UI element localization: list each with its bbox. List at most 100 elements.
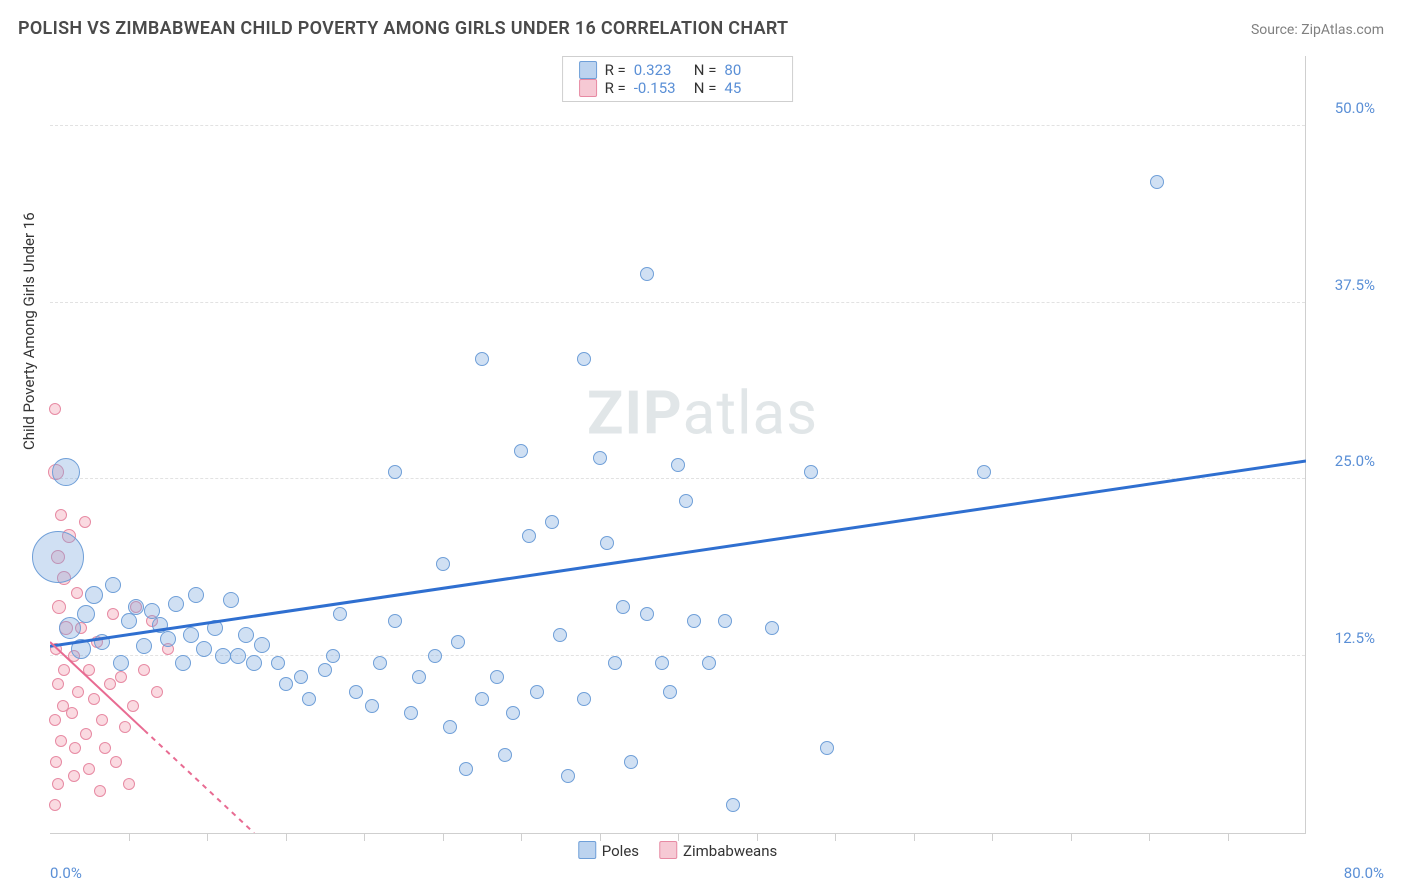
stats-row-zimbabweans: R =-0.153 N =45 [579,79,777,97]
data-point-zimbabweans [99,742,111,754]
stats-row-poles: R =0.323 N =80 [579,61,777,79]
y-tick-label: 50.0% [1315,99,1375,117]
data-point-poles [279,677,293,691]
data-point-zimbabweans [68,770,80,782]
data-point-zimbabweans [94,785,106,797]
x-tick [129,833,130,841]
data-point-zimbabweans [52,778,64,790]
data-point-poles [490,670,504,684]
data-point-zimbabweans [104,678,116,690]
data-point-poles [600,536,614,550]
data-point-zimbabweans [110,756,122,768]
data-point-poles [128,599,144,615]
legend-item-poles: Poles [578,841,639,860]
data-point-zimbabweans [55,509,67,521]
data-point-poles [624,755,638,769]
data-point-zimbabweans [69,742,81,754]
data-point-zimbabweans [127,700,139,712]
data-point-poles [388,465,402,479]
data-point-poles [475,692,489,706]
data-point-poles [160,631,176,647]
data-point-poles [215,648,231,664]
data-point-poles [271,656,285,670]
data-point-zimbabweans [88,693,100,705]
legend-item-zimbabweans: Zimbabweans [659,841,777,860]
y-axis-label: Child Poverty Among Girls Under 16 [20,212,38,450]
x-tick [992,833,993,841]
swatch-icon [579,79,597,97]
data-point-zimbabweans [138,664,150,676]
data-point-poles [506,706,520,720]
x-tick [207,833,208,841]
data-point-poles [207,620,223,636]
data-point-poles [32,531,84,583]
x-tick [835,833,836,841]
data-point-poles [238,627,254,643]
data-point-poles [230,648,246,664]
data-point-poles [608,656,622,670]
data-point-zimbabweans [79,516,91,528]
data-point-poles [223,592,239,608]
data-point-zimbabweans [80,728,92,740]
data-point-poles [175,655,191,671]
swatch-icon [659,841,677,859]
x-tick [1228,833,1229,841]
data-point-poles [436,557,450,571]
swatch-icon [578,841,596,859]
data-point-poles [373,656,387,670]
data-point-poles [663,685,677,699]
data-point-poles [671,458,685,472]
data-point-poles [577,692,591,706]
data-point-poles [388,614,402,628]
x-tick [600,833,601,841]
data-point-poles [498,748,512,762]
data-point-poles [977,465,991,479]
data-point-poles [196,641,212,657]
scatter-plot: ZIPatlas R =0.323 N =80 R =-0.153 N =45 … [50,56,1306,834]
data-point-poles [561,769,575,783]
x-axis-max-label: 80.0% [1344,864,1384,882]
data-point-poles [113,655,129,671]
data-point-poles [168,596,184,612]
data-point-poles [52,458,80,486]
x-tick [678,833,679,841]
data-point-poles [302,692,316,706]
gridline [50,478,1305,479]
data-point-poles [412,670,426,684]
data-point-poles [188,587,204,603]
x-tick [914,833,915,841]
data-point-zimbabweans [49,714,61,726]
x-axis-min-label: 0.0% [50,864,82,882]
data-point-poles [121,613,137,629]
data-point-poles [687,614,701,628]
source-attribution: Source: ZipAtlas.com [1251,22,1384,38]
gridline [50,302,1305,303]
data-point-poles [294,670,308,684]
y-tick-label: 25.0% [1315,452,1375,470]
data-point-poles [365,699,379,713]
data-point-poles [333,607,347,621]
data-point-poles [726,798,740,812]
data-point-zimbabweans [49,403,61,415]
chart-title: POLISH VS ZIMBABWEAN CHILD POVERTY AMONG… [18,18,788,39]
data-point-poles [804,465,818,479]
data-point-zimbabweans [123,778,135,790]
data-point-poles [577,352,591,366]
data-point-zimbabweans [49,799,61,811]
data-point-poles [522,529,536,543]
data-point-zimbabweans [107,608,119,620]
data-point-poles [105,577,121,593]
y-tick-label: 37.5% [1315,276,1375,294]
data-point-poles [404,706,418,720]
data-point-poles [679,494,693,508]
data-point-zimbabweans [50,756,62,768]
data-point-zimbabweans [52,600,66,614]
correlation-stats-box: R =0.323 N =80 R =-0.153 N =45 [562,56,794,102]
data-point-poles [765,621,779,635]
data-point-poles [136,638,152,654]
data-point-zimbabweans [83,763,95,775]
swatch-icon [579,61,597,79]
data-point-poles [475,352,489,366]
data-point-poles [545,515,559,529]
x-tick [364,833,365,841]
